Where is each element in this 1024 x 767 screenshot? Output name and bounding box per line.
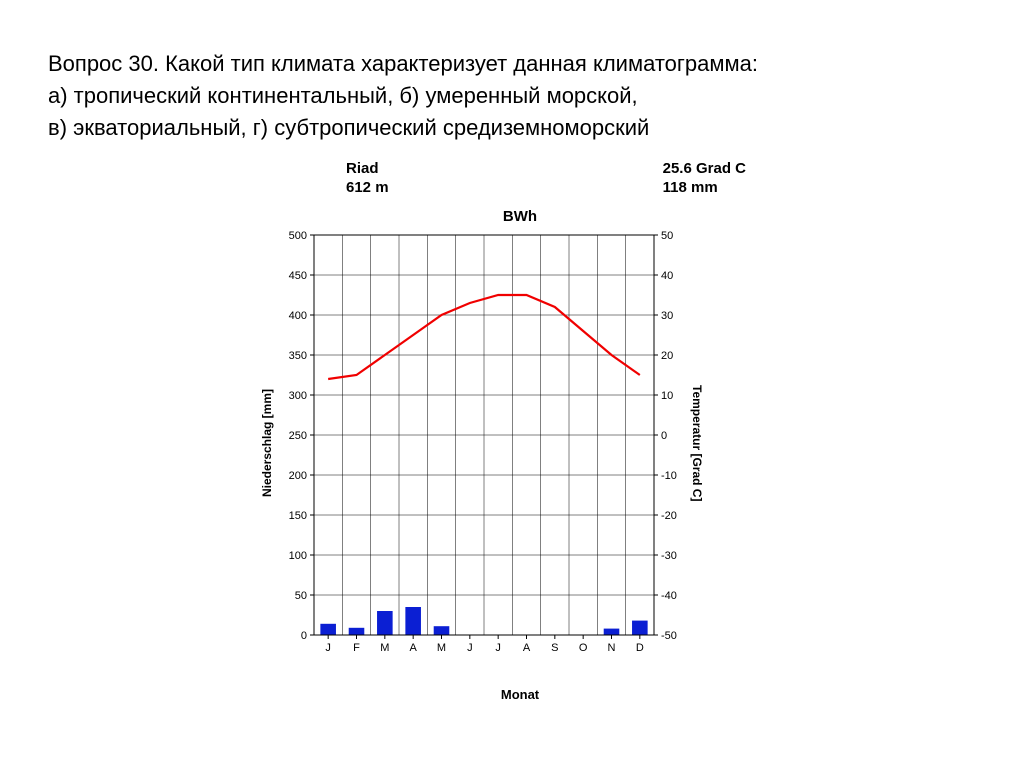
svg-text:20: 20 xyxy=(661,350,673,362)
svg-text:450: 450 xyxy=(289,270,307,282)
climograph: Riad 612 m 25.6 Grad C 118 mm BWh Nieder… xyxy=(260,160,780,702)
svg-text:250: 250 xyxy=(289,430,307,442)
svg-text:300: 300 xyxy=(289,390,307,402)
svg-text:0: 0 xyxy=(661,430,667,442)
svg-text:50: 50 xyxy=(661,230,673,242)
plot-area: 050100150200250300350400450500-50-40-30-… xyxy=(276,229,688,659)
svg-text:50: 50 xyxy=(295,590,307,602)
precip-total: 118 mm xyxy=(663,179,746,198)
svg-text:100: 100 xyxy=(289,550,307,562)
svg-text:200: 200 xyxy=(289,470,307,482)
svg-text:-50: -50 xyxy=(661,630,677,642)
svg-text:J: J xyxy=(325,642,331,654)
svg-text:40: 40 xyxy=(661,270,673,282)
svg-text:M: M xyxy=(380,642,389,654)
svg-text:-10: -10 xyxy=(661,470,677,482)
svg-text:-40: -40 xyxy=(661,590,677,602)
x-axis-label: Monat xyxy=(260,687,780,702)
svg-text:A: A xyxy=(409,642,417,654)
station-name: Riad xyxy=(346,160,389,179)
question-line3: в) экваториальный, г) субтропический сре… xyxy=(48,115,649,140)
svg-text:J: J xyxy=(495,642,501,654)
koppen-class: BWh xyxy=(260,208,780,225)
svg-text:400: 400 xyxy=(289,310,307,322)
svg-text:-30: -30 xyxy=(661,550,677,562)
question-line2: а) тропический континентальный, б) умере… xyxy=(48,83,638,108)
station-elevation: 612 m xyxy=(346,179,389,198)
svg-text:J: J xyxy=(467,642,473,654)
question-line1: Вопрос 30. Какой тип климата характеризу… xyxy=(48,51,758,76)
svg-text:M: M xyxy=(437,642,446,654)
svg-text:-20: -20 xyxy=(661,510,677,522)
svg-text:10: 10 xyxy=(661,390,673,402)
svg-text:0: 0 xyxy=(301,630,307,642)
svg-text:30: 30 xyxy=(661,310,673,322)
svg-text:500: 500 xyxy=(289,230,307,242)
svg-text:A: A xyxy=(523,642,531,654)
svg-text:N: N xyxy=(608,642,616,654)
y-axis-right-label: Temperatur [Grad C] xyxy=(690,385,704,501)
chart-header: Riad 612 m 25.6 Grad C 118 mm xyxy=(260,160,780,198)
svg-text:F: F xyxy=(353,642,360,654)
svg-text:350: 350 xyxy=(289,350,307,362)
avg-temp: 25.6 Grad C xyxy=(663,160,746,179)
svg-text:O: O xyxy=(579,642,588,654)
svg-text:S: S xyxy=(551,642,558,654)
svg-text:150: 150 xyxy=(289,510,307,522)
question-text: Вопрос 30. Какой тип климата характеризу… xyxy=(48,48,948,144)
y-axis-left-label: Niederschlag [mm] xyxy=(260,389,274,497)
svg-text:D: D xyxy=(636,642,644,654)
